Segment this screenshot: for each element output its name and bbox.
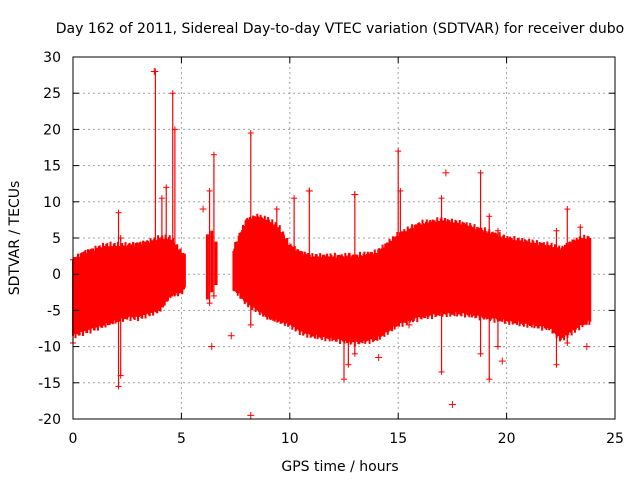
data-point — [163, 184, 170, 191]
data-point — [351, 191, 359, 199]
chart-title: Day 162 of 2011, Sidereal Day-to-day VTE… — [56, 21, 624, 37]
data-point — [341, 376, 347, 383]
data-point — [247, 130, 254, 137]
data-point — [397, 256, 404, 263]
marks-layer — [70, 67, 592, 419]
data-point — [227, 332, 235, 340]
data-point — [115, 209, 122, 216]
y-tick-label: 25 — [43, 86, 61, 102]
data-point — [395, 292, 402, 299]
data-point — [553, 361, 560, 368]
data-point — [577, 292, 584, 299]
data-point — [397, 187, 404, 194]
data-point — [158, 195, 165, 202]
data-point — [305, 187, 313, 195]
data-point — [208, 343, 216, 351]
data-point — [158, 285, 165, 292]
data-point — [477, 169, 484, 176]
x-tick-label: 5 — [177, 431, 186, 447]
x-tick-label: 0 — [69, 431, 78, 447]
data-point — [206, 187, 213, 194]
data-point — [345, 361, 352, 368]
data-point — [494, 227, 501, 234]
data-point — [583, 343, 591, 351]
y-tick-label: 20 — [43, 122, 61, 138]
data-point — [291, 195, 298, 202]
data-point — [498, 357, 506, 365]
data-point — [486, 376, 493, 383]
data-point — [395, 148, 402, 155]
data-point — [206, 300, 213, 307]
data-point — [351, 350, 358, 357]
data-point — [442, 169, 450, 177]
x-tick-label: 15 — [389, 431, 407, 447]
data-point — [405, 321, 413, 329]
y-axis-label: SDTVAR / TECUs — [7, 181, 23, 296]
x-tick-label: 10 — [281, 431, 299, 447]
data-point — [341, 256, 347, 263]
data-point — [553, 227, 560, 234]
y-tick-label: 10 — [43, 195, 61, 211]
y-tick-label: -5 — [47, 303, 61, 319]
data-point — [345, 253, 352, 260]
x-tick-label: 20 — [498, 431, 516, 447]
y-tick-label: -20 — [38, 412, 61, 428]
data-point — [171, 285, 178, 292]
data-point — [171, 126, 178, 133]
y-tick-label: 5 — [52, 231, 61, 247]
x-tick-label: 25 — [606, 431, 624, 447]
data-point — [152, 292, 159, 299]
y-tick-label: -15 — [38, 376, 61, 392]
y-tick-label: -10 — [38, 340, 61, 356]
data-point — [306, 285, 313, 292]
data-point — [577, 224, 584, 231]
data-point — [477, 350, 484, 357]
data-point — [438, 368, 445, 375]
data-point — [291, 318, 298, 325]
data-point — [115, 383, 122, 390]
x-axis-label: GPS time / hours — [281, 459, 398, 475]
y-tick-label: 0 — [52, 267, 61, 283]
data-point — [564, 206, 571, 213]
y-tick-label: 15 — [43, 159, 61, 175]
y-tick-label: 30 — [43, 50, 61, 66]
data-point — [486, 213, 493, 220]
data-point — [169, 90, 176, 97]
data-point — [494, 343, 501, 350]
data-point — [435, 274, 443, 282]
data-point — [564, 339, 571, 346]
data-point — [448, 401, 456, 409]
data-point — [199, 205, 207, 213]
data-point — [273, 206, 280, 213]
data-point — [210, 151, 217, 158]
data-point — [150, 67, 158, 75]
data-point — [117, 235, 124, 241]
data-point — [210, 292, 217, 299]
axes-layer: 0 5 10 15 20 25 -20 -15 -10 -5 0 5 10 15 20 25 30 — [38, 50, 624, 447]
data-point — [163, 278, 170, 285]
data-point — [375, 353, 383, 361]
data-point — [247, 321, 254, 328]
data-point — [273, 314, 280, 321]
data-point — [117, 372, 124, 379]
data-point — [247, 411, 255, 419]
data-point — [438, 195, 445, 202]
